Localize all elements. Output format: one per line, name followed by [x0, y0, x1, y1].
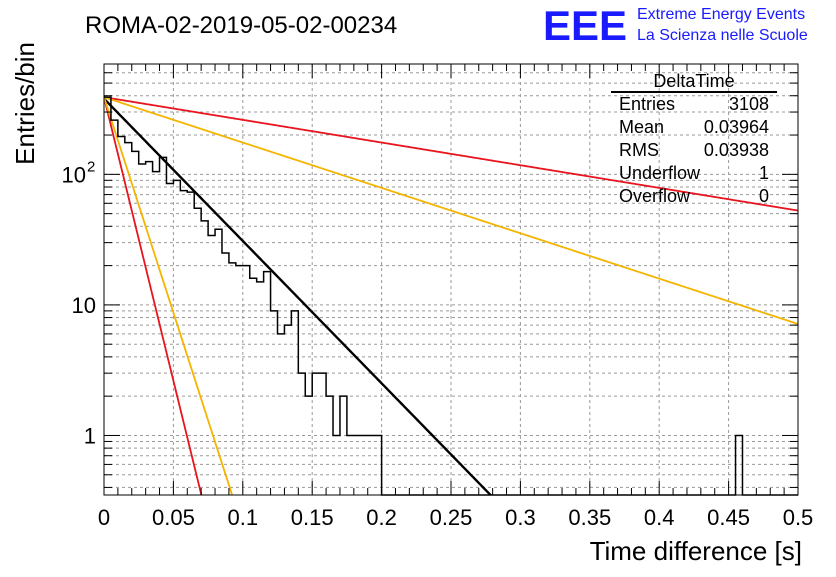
y-tick-label: 10	[72, 293, 96, 318]
stats-value-overflow: 0	[759, 186, 769, 206]
stats-label-entries: Entries	[619, 94, 675, 114]
x-tick-label: 0.15	[291, 505, 334, 530]
x-tick-label: 0.4	[644, 505, 675, 530]
x-tick-label: 0.35	[568, 505, 611, 530]
fit-curve-3	[104, 96, 203, 495]
stats-label-mean: Mean	[619, 117, 664, 137]
x-tick-label: 0.45	[707, 505, 750, 530]
y-tick-exponent: 2	[87, 158, 95, 175]
x-axis-label: Time difference [s]	[590, 536, 802, 566]
x-tick-label: 0.25	[430, 505, 473, 530]
chart-title: ROMA-02-2019-05-02-00234	[85, 12, 397, 39]
stats-title: DeltaTime	[653, 71, 734, 91]
x-tick-label: 0.2	[366, 505, 397, 530]
x-tick-label: 0.05	[152, 505, 195, 530]
x-axis-ticks: 0 0.05 0.1 0.15 0.2 0.25 0.3 0.35 0.4 0.45 0.5	[98, 64, 813, 530]
grid-lines	[104, 63, 798, 495]
stats-label-underflow: Underflow	[619, 163, 701, 183]
x-tick-label: 0.5	[783, 505, 814, 530]
fit-curve-0	[104, 97, 493, 495]
stats-value-mean: 0.03964	[704, 117, 769, 137]
eee-logo: EEE Extreme Energy Events La Scienza nel…	[543, 2, 808, 49]
stats-value-underflow: 1	[759, 163, 769, 183]
eee-logo-mark: EEE	[543, 2, 627, 49]
stats-label-overflow: Overflow	[619, 186, 691, 206]
fit-curve-2	[104, 96, 798, 325]
stats-box: DeltaTime Entries 3108 Mean 0.03964 RMS …	[611, 71, 777, 206]
fit-curves	[104, 96, 798, 495]
stats-value-rms: 0.03938	[704, 140, 769, 160]
y-axis-label: Entries/bin	[10, 42, 40, 165]
logo-line-1: Extreme Energy Events	[637, 6, 805, 23]
stats-value-entries: 3108	[729, 94, 769, 114]
x-tick-label: 0.1	[228, 505, 259, 530]
logo-line-2: La Scienza nelle Scuole	[637, 27, 808, 44]
x-tick-label: 0	[98, 505, 110, 530]
fit-curve-1	[104, 96, 798, 212]
fit-curve-4	[104, 96, 234, 495]
y-tick-label: 1	[84, 423, 96, 448]
y-tick-label: 10	[62, 162, 86, 187]
stats-label-rms: RMS	[619, 140, 659, 160]
x-tick-label: 0.3	[505, 505, 536, 530]
